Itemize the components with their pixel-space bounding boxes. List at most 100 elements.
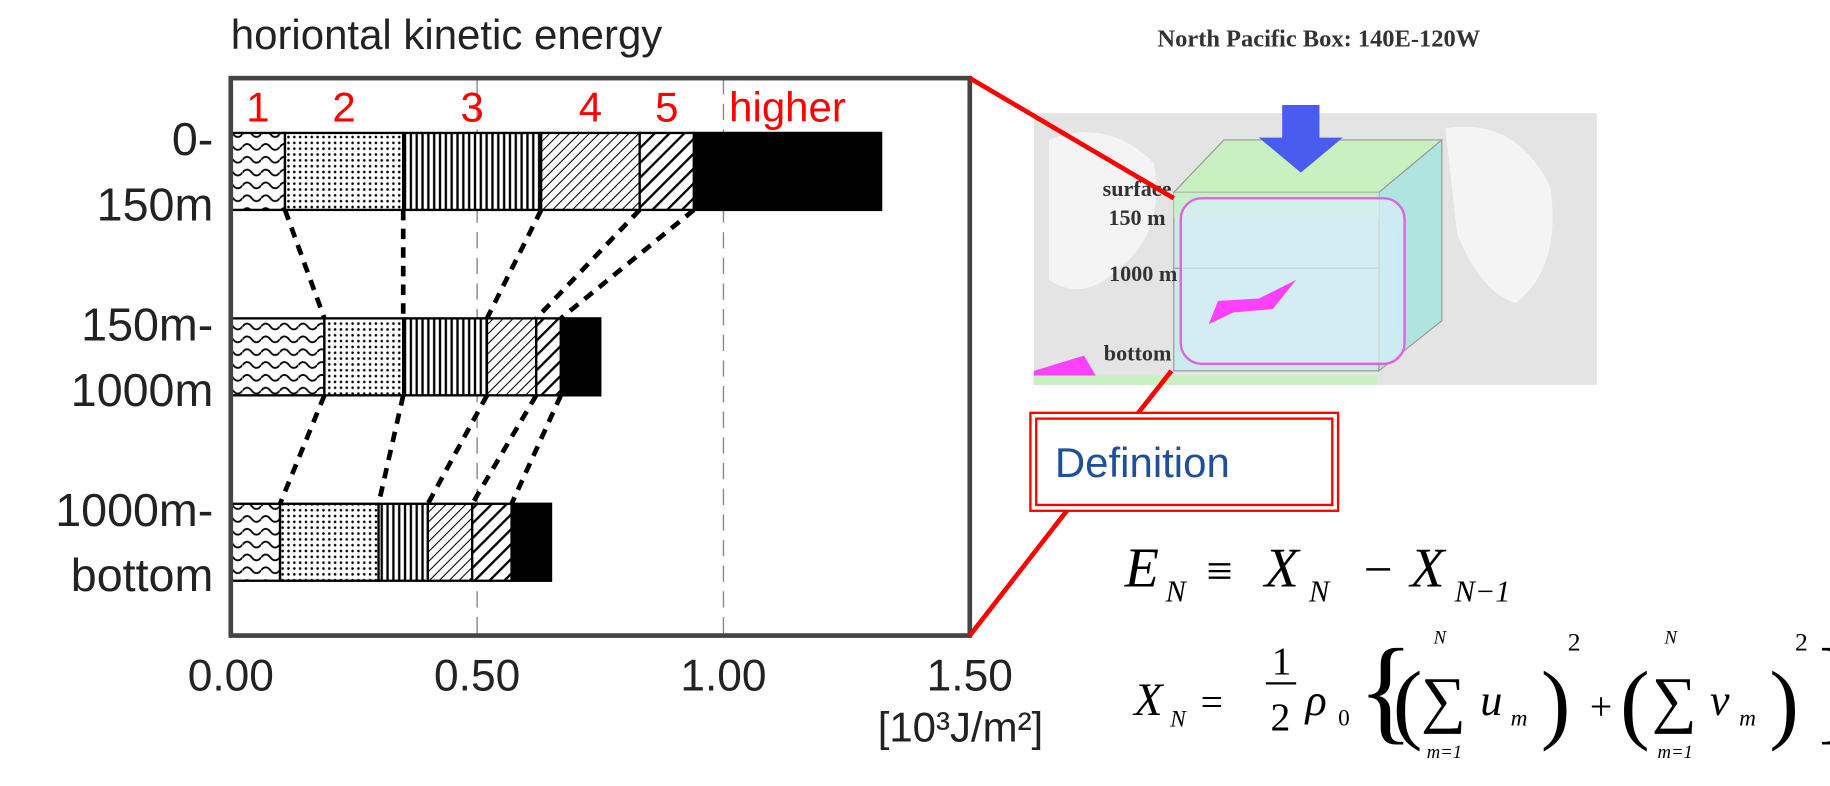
equation-token: m bbox=[1511, 705, 1528, 731]
equation-token: N bbox=[1663, 628, 1678, 649]
legend-label: 1 bbox=[246, 83, 269, 130]
x-tick-label: 0.00 bbox=[188, 651, 274, 700]
equation-token: ) bbox=[1541, 654, 1571, 752]
connector bbox=[425, 394, 490, 505]
bar-segment bbox=[485, 317, 538, 397]
equation-token: m=1 bbox=[1427, 742, 1462, 763]
bar-segment bbox=[510, 502, 553, 582]
bar-segment bbox=[377, 502, 430, 582]
equation-token: 0 bbox=[1338, 705, 1350, 731]
equation-token: { bbox=[1358, 626, 1414, 755]
x-tick-label: 0.50 bbox=[434, 651, 520, 700]
bar-segment bbox=[402, 131, 543, 212]
connector bbox=[277, 394, 327, 505]
bar-segment bbox=[692, 131, 883, 212]
bar-segment bbox=[402, 317, 489, 397]
inner-box bbox=[1179, 197, 1406, 366]
callout-line bbox=[968, 76, 1175, 201]
equation-token: } bbox=[1811, 626, 1830, 755]
legend-label: 5 bbox=[655, 83, 678, 130]
y-tick-label: 150m bbox=[97, 178, 214, 230]
diagram-label: 150 m bbox=[1108, 205, 1166, 230]
diagram-label: bottom bbox=[1104, 340, 1172, 365]
equation-token: ∑ bbox=[1421, 665, 1466, 735]
equation-token: N bbox=[1165, 575, 1188, 609]
connector bbox=[376, 394, 406, 505]
plot: 0.00 0.50 1.00 1.50 0- 150m 150m- 1000m 1000m-bo… bbox=[55, 78, 1013, 700]
diagram-label: 1000 m bbox=[1109, 261, 1178, 286]
equation-token: ) bbox=[1769, 654, 1799, 752]
x-tick-label: 1.50 bbox=[927, 651, 1013, 700]
equation-token: X bbox=[1408, 538, 1446, 600]
callout-line bbox=[967, 508, 1070, 637]
flow-arrow bbox=[1208, 279, 1297, 325]
equation-token: 2 bbox=[1271, 695, 1291, 739]
bottom-layer bbox=[1033, 375, 1378, 385]
bar-segment bbox=[426, 502, 474, 582]
equation-token: N bbox=[1169, 707, 1187, 733]
definition-box-inner bbox=[1035, 417, 1334, 507]
equation-token: N bbox=[1308, 575, 1331, 609]
equation-token: ≡ bbox=[1206, 546, 1232, 598]
y-tick-label: 1000m- bbox=[55, 484, 213, 536]
equation-token: + bbox=[1590, 685, 1612, 729]
bar-segment bbox=[323, 317, 405, 397]
connector bbox=[509, 394, 563, 505]
callout-lines bbox=[967, 76, 1175, 637]
equation-token: N−1 bbox=[1454, 575, 1511, 609]
callout-line bbox=[1134, 369, 1174, 417]
equation-token: 2 bbox=[1568, 628, 1581, 657]
y-tick-label: 0- bbox=[172, 113, 213, 165]
bar-segment bbox=[471, 502, 513, 582]
definition-box bbox=[1029, 411, 1340, 512]
equation-token: − bbox=[1364, 542, 1393, 599]
connector bbox=[534, 208, 642, 320]
legend-label: 3 bbox=[461, 83, 484, 130]
legend-label: 4 bbox=[579, 83, 602, 130]
y-tick-label: 1000m bbox=[71, 364, 214, 416]
down-arrow bbox=[1258, 104, 1343, 173]
equation-token: ∑ bbox=[1652, 665, 1697, 735]
equation-token: 1 bbox=[1272, 639, 1292, 683]
equation-token: X bbox=[1263, 538, 1301, 600]
equation-token: E bbox=[1124, 538, 1159, 600]
bar-segment bbox=[229, 131, 287, 212]
connector bbox=[484, 208, 544, 320]
definition-label: Definition bbox=[1055, 439, 1230, 486]
equation-token: ρ bbox=[1303, 676, 1326, 725]
land bbox=[1445, 126, 1553, 304]
chart-title: horiontal kinetic energy bbox=[231, 11, 663, 58]
bar-segment bbox=[535, 317, 563, 397]
y-tick-label: 150m- bbox=[81, 299, 213, 351]
bar-segment bbox=[559, 317, 602, 397]
bar-segment bbox=[278, 502, 380, 582]
legend-label: 2 bbox=[332, 83, 355, 130]
bar-segment bbox=[283, 131, 405, 212]
equation-token: m=1 bbox=[1657, 742, 1692, 763]
equation-token: u bbox=[1480, 676, 1502, 725]
bar-segment bbox=[638, 131, 696, 212]
connector bbox=[282, 209, 327, 320]
legend-label: higher bbox=[729, 83, 846, 130]
equation-token: N bbox=[1433, 628, 1448, 649]
equation-token: 2 bbox=[1795, 628, 1808, 657]
x-tick-label: 1.00 bbox=[680, 651, 766, 700]
equation-token: ( bbox=[1393, 654, 1423, 752]
equation-token: = bbox=[1201, 680, 1223, 724]
x-axis-label: [10³J/m²] bbox=[878, 704, 1044, 751]
equation-token: v bbox=[1710, 676, 1730, 725]
equation-token: X bbox=[1132, 674, 1164, 726]
bar-segment bbox=[540, 131, 641, 212]
equation-token: ( bbox=[1620, 654, 1650, 752]
y-tick-label: bottom bbox=[71, 549, 214, 601]
box-diagram: North Pacific Box: 140E-120W surface 150… bbox=[1033, 26, 1597, 385]
diagram-title: North Pacific Box: 140E-120W bbox=[1157, 26, 1480, 53]
bar-segment bbox=[229, 317, 326, 397]
equation-token: m bbox=[1739, 705, 1756, 731]
connector bbox=[470, 394, 539, 505]
plot-frame bbox=[228, 75, 973, 638]
connector bbox=[559, 208, 696, 321]
